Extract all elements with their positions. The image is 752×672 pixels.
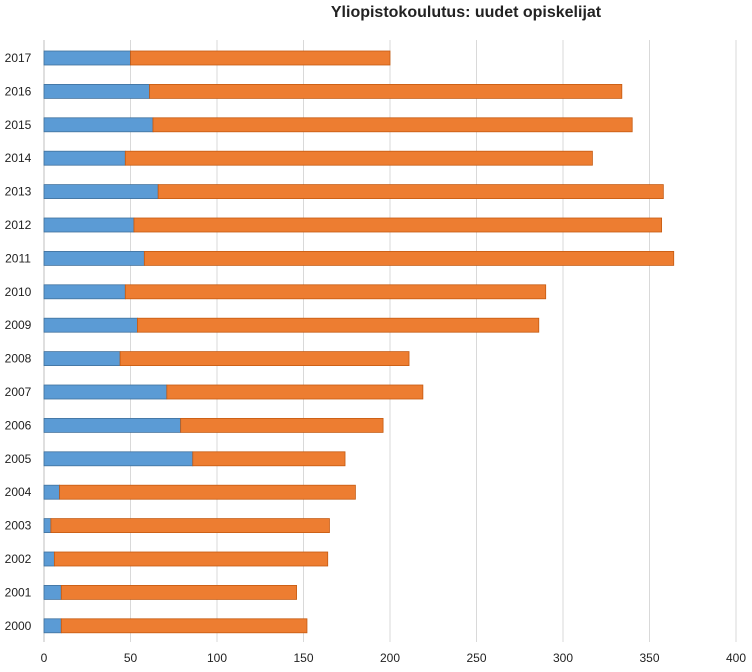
- bar-segment-blue-2014: [43, 150, 126, 166]
- bar-segment-orange-2002: [53, 551, 329, 567]
- bar-segment-blue-2005: [43, 451, 194, 467]
- bar-segment-blue-2007: [43, 384, 168, 400]
- bar-segment-orange-2001: [60, 585, 297, 600]
- year-label: 2001: [5, 585, 32, 599]
- bar-segment-blue-2003: [43, 518, 52, 533]
- x-tick-label: 350: [639, 651, 659, 665]
- x-axis-tick-labels: 0 50 100 150 200 250 300 350 400: [41, 651, 747, 665]
- x-tick-label: 200: [380, 651, 400, 665]
- bar-segment-orange-2003: [50, 518, 330, 533]
- x-tick-label: 100: [207, 651, 227, 665]
- bar-segment-blue-2000: [43, 618, 62, 634]
- bar-segment-blue-2013: [43, 184, 159, 200]
- bars: [43, 50, 675, 634]
- bar-segment-orange-2012: [133, 217, 663, 233]
- bar-segment-blue-2004: [43, 484, 60, 500]
- bar-segment-blue-2008: [43, 351, 121, 367]
- bar-segment-orange-2017: [130, 50, 391, 66]
- bar-segment-blue-2012: [43, 217, 135, 233]
- bar-segment-orange-2007: [166, 384, 424, 400]
- year-label: 2014: [5, 151, 32, 165]
- bar-segment-orange-2004: [59, 484, 356, 500]
- year-label: 2003: [5, 519, 32, 533]
- bar-segment-orange-2009: [137, 317, 540, 333]
- bar-segment-blue-2001: [43, 585, 62, 600]
- bar-segment-blue-2011: [43, 250, 145, 266]
- year-label: 2010: [5, 285, 32, 299]
- year-label: 2002: [5, 552, 32, 566]
- bar-segment-blue-2006: [43, 417, 182, 433]
- bar-segment-blue-2009: [43, 317, 138, 333]
- bar-segment-blue-2016: [43, 84, 150, 99]
- bar-segment-orange-2011: [143, 250, 675, 266]
- year-labels: 2017 2016 2015 2014 2013 2012 2011 2010 2009 2008…: [5, 51, 32, 633]
- bar-segment-blue-2015: [43, 117, 154, 133]
- year-label: 2009: [5, 318, 32, 332]
- year-label: 2017: [5, 51, 32, 65]
- bar-segment-orange-2015: [152, 117, 633, 133]
- year-label: 2005: [5, 452, 32, 466]
- x-tick-label: 50: [124, 651, 138, 665]
- x-tick-label: 250: [466, 651, 486, 665]
- bar-segment-blue-2010: [43, 284, 126, 300]
- bar-segment-orange-2000: [60, 618, 308, 634]
- year-label: 2004: [5, 485, 32, 499]
- chart-title: Yliopistokoulutus: uudet opiskelijat: [330, 4, 602, 21]
- bar-segment-orange-2005: [192, 451, 346, 467]
- x-tick-label: 0: [41, 651, 48, 665]
- year-label: 2015: [5, 118, 32, 132]
- bar-segment-orange-2013: [157, 184, 664, 200]
- bar-segment-blue-2017: [43, 50, 131, 66]
- bar-segment-orange-2008: [119, 351, 410, 367]
- x-tick-label: 400: [726, 651, 746, 665]
- bar-segment-orange-2010: [124, 284, 547, 300]
- year-label: 2000: [5, 619, 32, 633]
- year-label: 2016: [5, 84, 32, 98]
- x-tick-label: 300: [553, 651, 573, 665]
- bar-segment-orange-2016: [149, 84, 623, 99]
- year-label: 2008: [5, 352, 32, 366]
- year-label: 2006: [5, 418, 32, 432]
- bar-segment-blue-2002: [43, 551, 55, 567]
- year-label: 2012: [5, 218, 32, 232]
- year-label: 2007: [5, 385, 32, 399]
- bar-segment-orange-2006: [180, 417, 384, 433]
- x-tick-label: 150: [293, 651, 313, 665]
- bar-segment-orange-2014: [124, 150, 593, 166]
- year-label: 2013: [5, 185, 32, 199]
- year-label: 2011: [5, 251, 31, 265]
- gridlines: [43, 40, 737, 642]
